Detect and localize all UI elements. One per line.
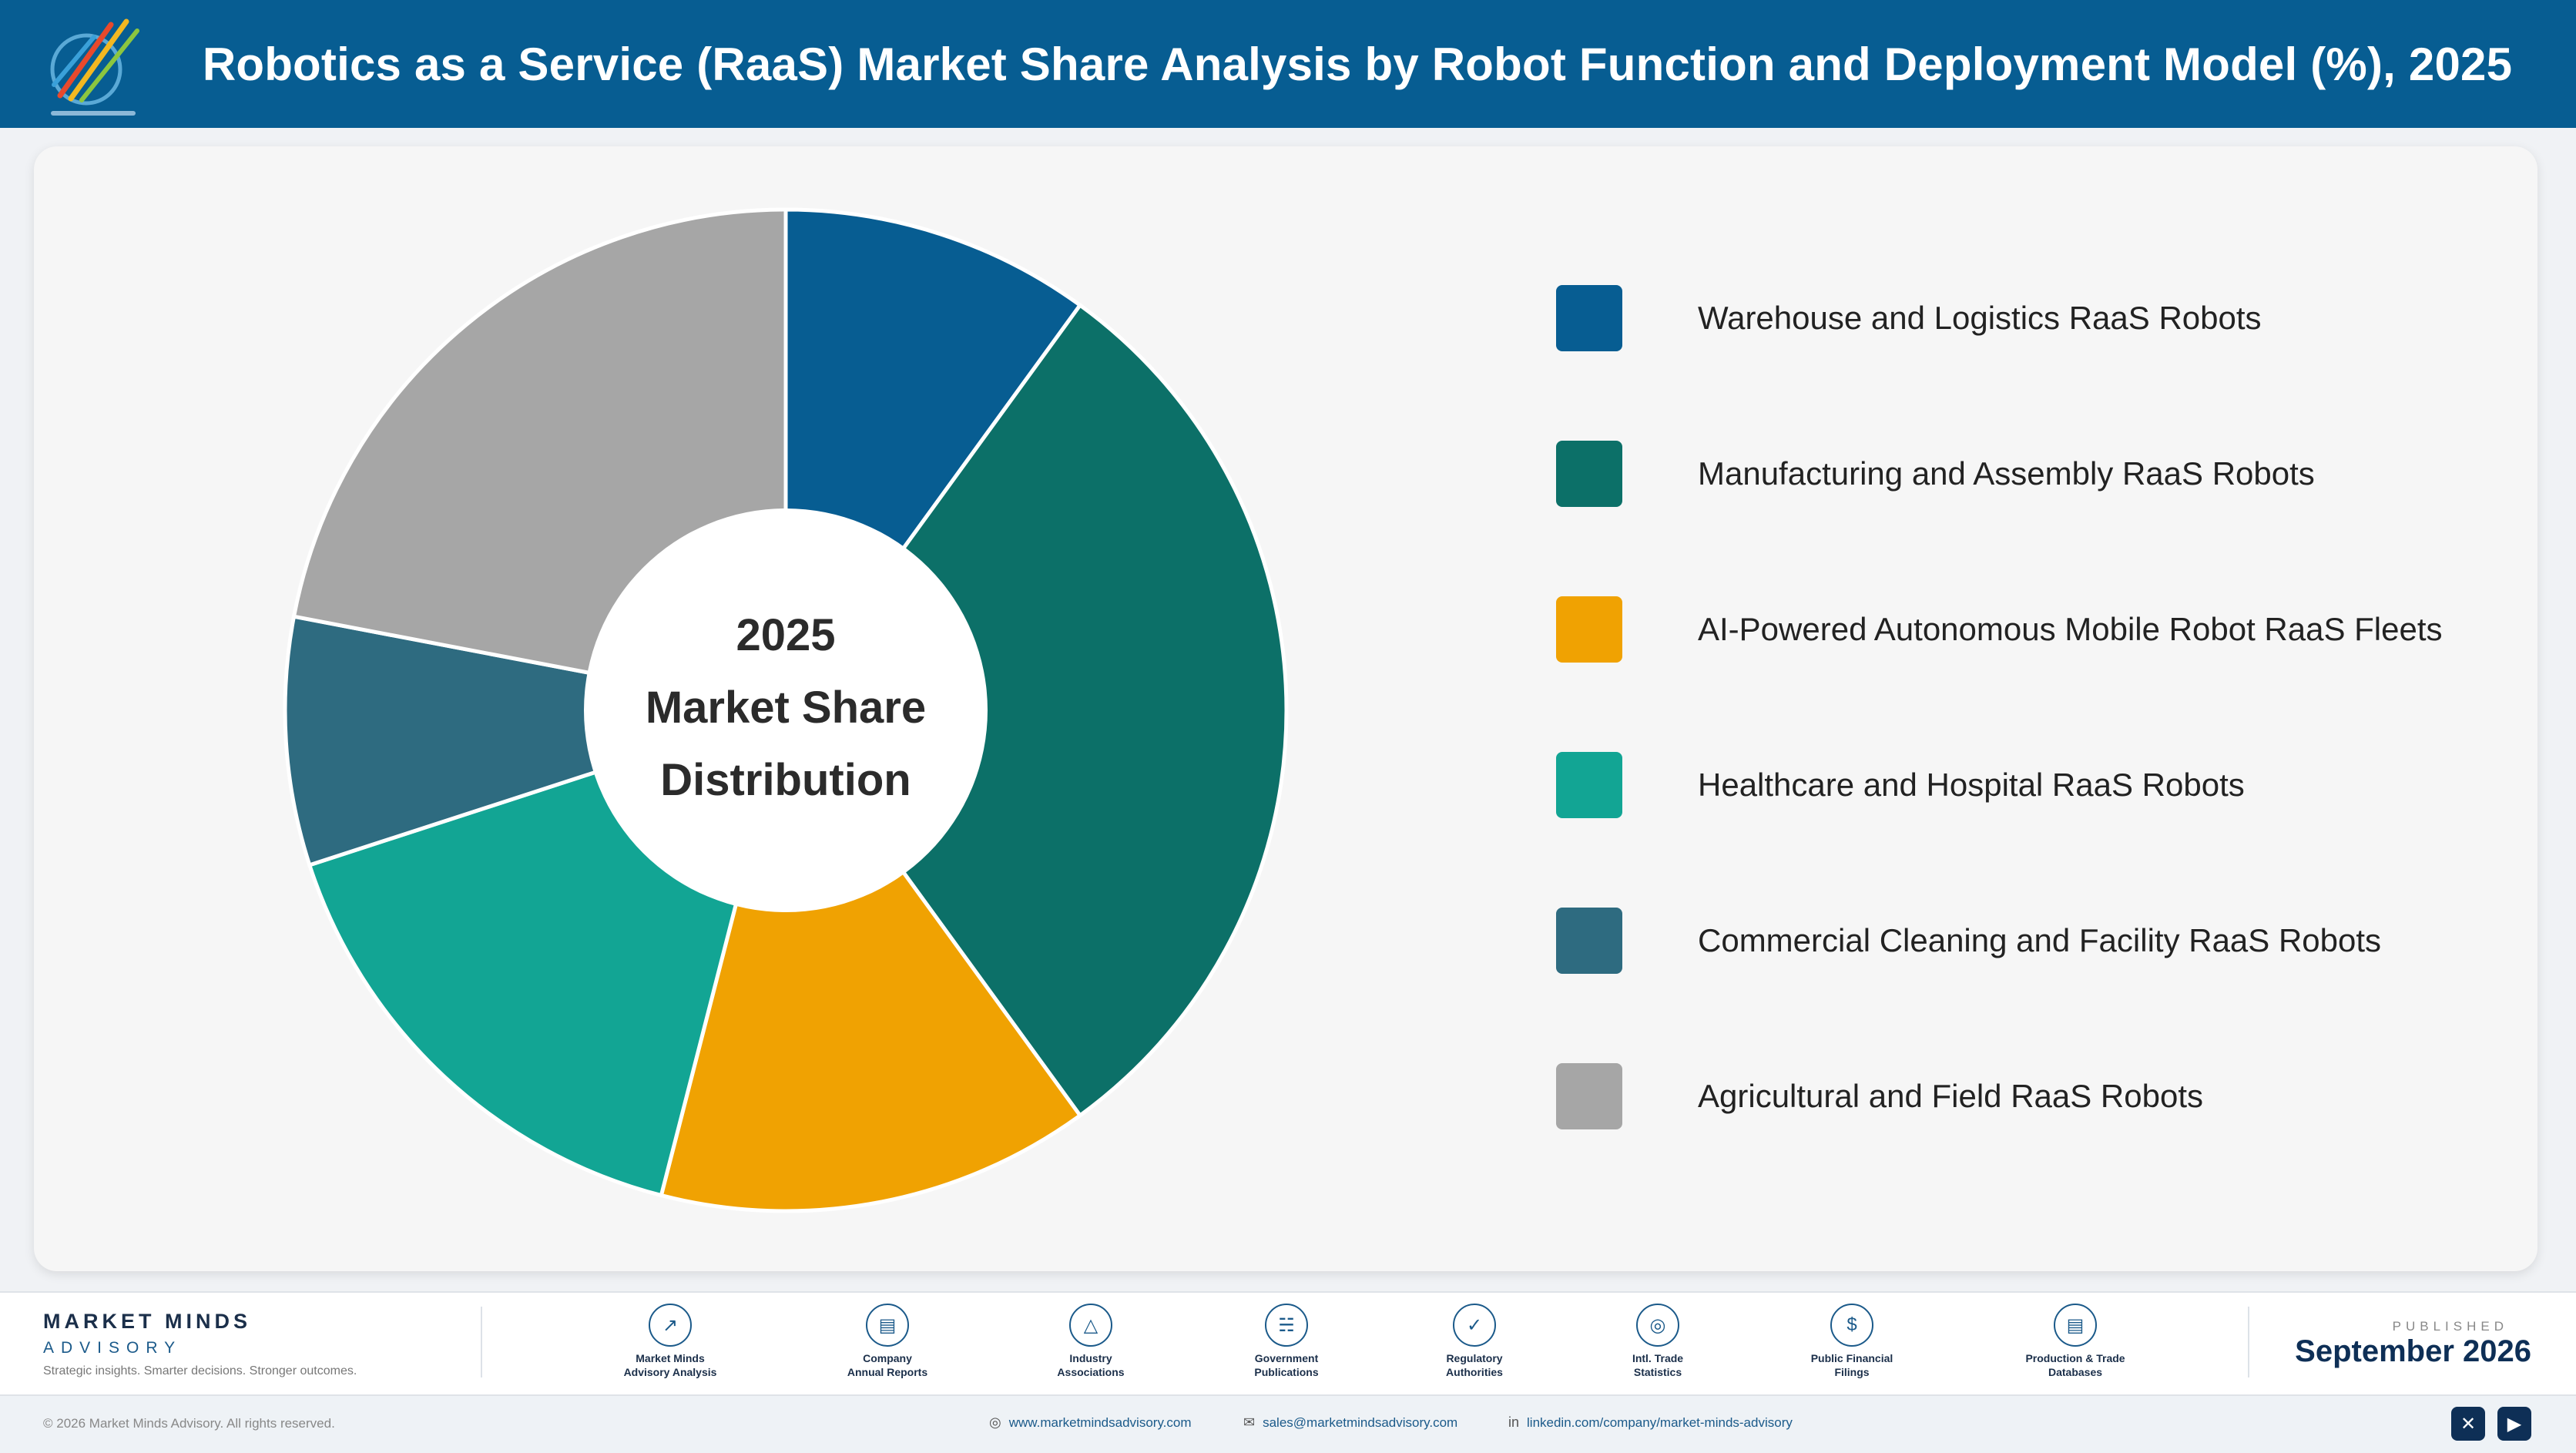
page-footer: MARKET MINDS ADVISORY Strategic insights… <box>0 1291 2576 1453</box>
legend-swatch <box>1556 908 1622 974</box>
source-advisory-analysis: ↗ Market Minds Advisory Analysis <box>585 1304 755 1379</box>
market-minds-logo <box>50 18 139 116</box>
divider <box>2248 1307 2249 1377</box>
source-financial-filings: $ Public Financial Filings <box>1767 1304 1937 1379</box>
legend-swatch <box>1556 441 1622 507</box>
source-label-line2: Statistics <box>1633 1366 1682 1378</box>
divider <box>481 1307 482 1377</box>
center-label-year: 2025 <box>736 610 835 660</box>
legend-label: Warehouse and Logistics RaaS Robots <box>1698 300 2262 336</box>
source-trade-databases: ▤ Production & Trade Databases <box>1991 1304 2160 1379</box>
website-text: www.marketmindsadvisory.com <box>1008 1415 1192 1430</box>
legend-label: Manufacturing and Assembly RaaS Robots <box>1698 455 2315 492</box>
source-label-line2: Annual Reports <box>847 1366 928 1378</box>
network-icon: △ <box>1069 1304 1112 1347</box>
email-link[interactable]: ✉ sales@marketmindsadvisory.com <box>1243 1414 1457 1431</box>
source-industry-associations: △ Industry Associations <box>1006 1304 1176 1379</box>
legend-label: AI-Powered Autonomous Mobile Robot RaaS … <box>1698 611 2443 647</box>
document-icon: ▤ <box>866 1304 909 1347</box>
source-regulatory-authorities: ✓ Regulatory Authorities <box>1390 1304 1559 1379</box>
center-label-line3: Distribution <box>660 755 911 805</box>
source-label-line2: Authorities <box>1446 1366 1503 1378</box>
legend-item-manufacturing: Manufacturing and Assembly RaaS Robots <box>1556 441 2480 508</box>
legend-swatch <box>1556 752 1622 818</box>
globe-icon: ◎ <box>1636 1304 1679 1347</box>
youtube-social-icon[interactable]: ▶ <box>2497 1407 2531 1441</box>
linkedin-text: linkedin.com/company/market-minds-adviso… <box>1527 1415 1793 1430</box>
x-social-icon[interactable]: ✕ <box>2451 1407 2485 1441</box>
source-label-line2: Filings <box>1834 1366 1870 1378</box>
pie-chart: 2025 Market Share Distribution <box>283 207 1289 1213</box>
trend-chart-icon: ↗ <box>649 1304 692 1347</box>
legend-item-healthcare: Healthcare and Hospital RaaS Robots <box>1556 752 2480 820</box>
linkedin-icon: in <box>1508 1414 1520 1430</box>
legend-item-warehouse: Warehouse and Logistics RaaS Robots <box>1556 285 2480 353</box>
source-label-line2: Publications <box>1254 1366 1319 1378</box>
brand-sub: ADVISORY <box>43 1339 183 1357</box>
source-label-line1: Industry <box>1069 1352 1112 1364</box>
published-label: PUBLISHED <box>2392 1319 2508 1334</box>
website-link[interactable]: ◎ www.marketmindsadvisory.com <box>989 1414 1192 1431</box>
source-annual-reports: ▤ Company Annual Reports <box>803 1304 972 1379</box>
published-date: September 2026 <box>2295 1334 2531 1368</box>
legend-label: Commercial Cleaning and Facility RaaS Ro… <box>1698 922 2382 958</box>
legend-label: Healthcare and Hospital RaaS Robots <box>1698 767 2245 803</box>
source-label-line1: Public Financial <box>1810 1352 1893 1364</box>
legend-item-cleaning: Commercial Cleaning and Facility RaaS Ro… <box>1556 908 2480 975</box>
copyright: © 2026 Market Minds Advisory. All rights… <box>43 1416 335 1431</box>
legend-label: Agricultural and Field RaaS Robots <box>1698 1078 2204 1114</box>
center-label-line2: Market Share <box>646 683 926 733</box>
footer-bottom-bar: © 2026 Market Minds Advisory. All rights… <box>0 1394 2576 1453</box>
source-label-line2: Advisory Analysis <box>623 1366 717 1378</box>
government-building-icon: ☵ <box>1265 1304 1308 1347</box>
source-label-line2: Associations <box>1057 1366 1125 1378</box>
legend-swatch <box>1556 285 1622 351</box>
brand-tagline: Strategic insights. Smarter decisions. S… <box>43 1364 357 1377</box>
shield-check-icon: ✓ <box>1453 1304 1496 1347</box>
source-label-line1: Government <box>1254 1352 1319 1364</box>
source-label-line1: Production & Trade <box>2025 1352 2125 1364</box>
brand-name: MARKET MINDS <box>43 1310 251 1333</box>
mail-icon: ✉ <box>1243 1414 1256 1430</box>
page-title: Robotics as a Service (RaaS) Market Shar… <box>202 38 2513 90</box>
donut-hole <box>584 508 988 912</box>
pie-slice-cleaning <box>283 614 787 868</box>
globe-icon: ◎ <box>989 1414 1001 1430</box>
legend-swatch <box>1556 596 1622 663</box>
linkedin-link[interactable]: in linkedin.com/company/market-minds-advi… <box>1508 1414 1793 1431</box>
source-label-line1: Regulatory <box>1446 1352 1503 1364</box>
legend-item-amr-fleets: AI-Powered Autonomous Mobile Robot RaaS … <box>1556 596 2480 664</box>
source-label-line1: Intl. Trade <box>1632 1352 1684 1364</box>
source-label-line2: Databases <box>2048 1366 2103 1378</box>
source-government-publications: ☵ Government Publications <box>1202 1304 1371 1379</box>
pie-slice-manufacturing <box>783 302 1289 1119</box>
database-icon: ▤ <box>2054 1304 2097 1347</box>
source-label-line1: Company <box>863 1352 912 1364</box>
source-label-line1: Market Minds <box>636 1352 705 1364</box>
page-header: Robotics as a Service (RaaS) Market Shar… <box>0 0 2576 128</box>
legend-item-agricultural: Agricultural and Field RaaS Robots <box>1556 1063 2480 1131</box>
chart-card: 2025 Market Share Distribution Warehouse… <box>34 146 2537 1271</box>
legend-swatch <box>1556 1063 1622 1129</box>
email-text: sales@marketmindsadvisory.com <box>1263 1415 1458 1430</box>
dollar-coin-icon: $ <box>1830 1304 1873 1347</box>
source-trade-statistics: ◎ Intl. Trade Statistics <box>1573 1304 1742 1379</box>
